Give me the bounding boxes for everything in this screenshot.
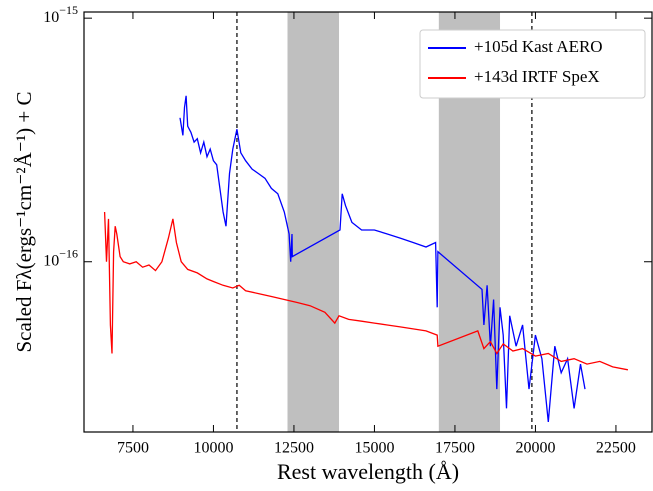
legend-label: +105d Kast AERO: [474, 37, 603, 56]
x-tick-label: 12500: [274, 440, 314, 457]
x-tick-label: 10000: [193, 440, 233, 457]
legend-box: [419, 29, 646, 99]
x-tick-label: 20000: [515, 440, 555, 457]
x-tick-label: 15000: [354, 440, 394, 457]
axes-frame: [83, 11, 653, 433]
x-tick-label: 22500: [596, 440, 636, 457]
y-tick-label: 10−16: [43, 246, 78, 269]
x-tick-label: 17500: [435, 440, 475, 457]
y-axis-label: Scaled Fλ(ergs⁻¹cm⁻²Å⁻¹) + C: [12, 92, 36, 353]
x-tick-label: 7500: [117, 440, 149, 457]
spectrum-line: [103, 211, 629, 371]
x-axis-label: Rest wavelength (Å): [277, 459, 459, 484]
spectrum-line: [179, 95, 586, 422]
shaded-region: [287, 12, 340, 432]
legend-label: +143d IRTF SpeX: [474, 67, 600, 86]
y-tick-label: 10−15: [43, 3, 78, 26]
